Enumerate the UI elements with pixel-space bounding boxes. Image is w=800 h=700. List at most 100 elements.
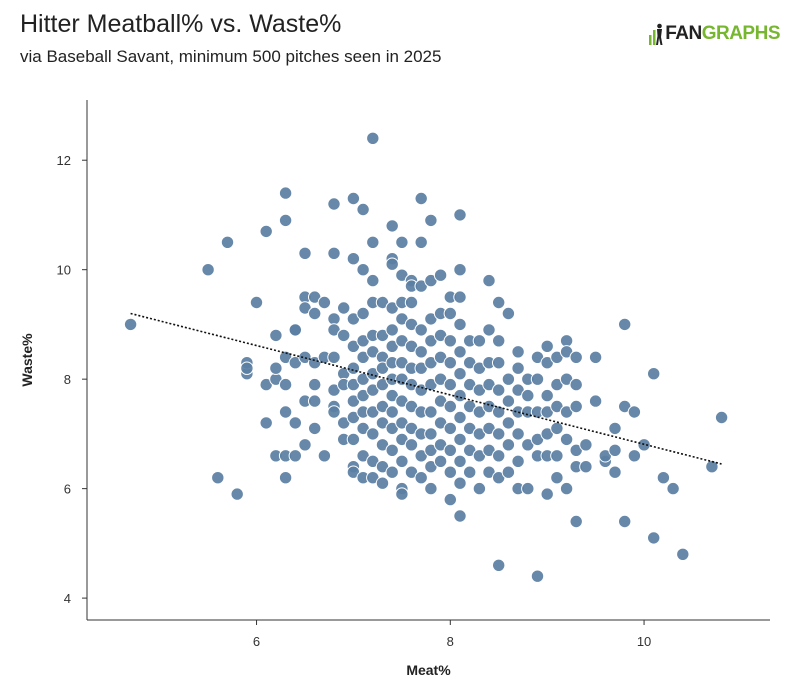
data-point: [269, 328, 283, 343]
data-point: [492, 449, 506, 463]
data-point: [453, 432, 467, 447]
data-point: [278, 471, 293, 485]
data-point: [317, 449, 332, 463]
data-point: [453, 454, 467, 468]
data-point: [395, 454, 409, 468]
data-point: [424, 213, 438, 228]
data-point: [569, 399, 583, 414]
data-point: [414, 235, 428, 250]
data-point: [511, 345, 525, 359]
data-point: [530, 372, 545, 386]
data-point: [627, 449, 642, 463]
data-point: [346, 432, 361, 447]
data-point: [395, 235, 409, 250]
data-point: [443, 377, 457, 392]
data-point: [443, 356, 457, 370]
logo-text-fan: FAN: [665, 23, 702, 44]
data-point: [424, 427, 438, 441]
data-point: [220, 235, 235, 250]
data-point: [530, 569, 545, 583]
data-point: [579, 438, 593, 452]
data-point: [550, 449, 564, 463]
data-point: [443, 334, 457, 348]
data-point: [521, 388, 535, 403]
fangraphs-logo: FANGRAPHS: [649, 20, 781, 48]
data-point: [375, 476, 390, 490]
data-point: [327, 405, 341, 419]
data-point: [656, 471, 671, 485]
data-point: [492, 334, 506, 348]
data-point: [395, 487, 409, 501]
data-point: [550, 421, 564, 436]
data-point: [501, 438, 516, 452]
data-point: [453, 290, 467, 304]
data-point: [356, 202, 370, 217]
data-point: [443, 443, 457, 457]
data-point: [414, 471, 428, 485]
data-point: [463, 465, 477, 479]
x-axis-title: Meat%: [406, 662, 451, 678]
data-point: [501, 372, 516, 386]
data-point: [618, 317, 632, 332]
data-point: [123, 317, 138, 332]
data-point: [443, 465, 457, 479]
data-point: [501, 394, 516, 408]
data-point: [540, 339, 554, 353]
y-tick-label: 4: [64, 591, 71, 606]
data-point: [433, 454, 448, 468]
data-point: [443, 421, 457, 436]
data-point: [288, 323, 302, 337]
data-point: [308, 306, 322, 321]
data-point: [540, 388, 554, 403]
data-point: [298, 246, 312, 261]
data-point: [579, 460, 593, 474]
data-point: [424, 481, 438, 496]
data-point: [482, 323, 496, 337]
data-point: [385, 323, 399, 337]
data-point: [453, 345, 467, 359]
data-point: [259, 416, 273, 430]
data-point: [492, 295, 506, 310]
data-point: [366, 273, 380, 288]
data-point: [550, 471, 564, 485]
data-point: [278, 377, 293, 392]
batter-logo-icon: [649, 23, 663, 45]
data-point: [608, 421, 622, 436]
data-point: [511, 454, 525, 468]
data-point: [637, 438, 651, 452]
data-point: [714, 410, 729, 425]
data-point: [492, 405, 506, 419]
data-point: [356, 306, 370, 321]
data-point: [249, 295, 264, 310]
data-point: [424, 405, 438, 419]
data-point: [666, 481, 680, 496]
data-point: [201, 263, 215, 277]
data-point: [356, 263, 370, 277]
data-point: [385, 443, 399, 457]
data-point: [501, 416, 516, 430]
data-point: [588, 350, 603, 364]
data-point: [366, 131, 380, 146]
data-point: [278, 186, 293, 200]
data-point: [559, 481, 574, 496]
data-point: [453, 263, 467, 277]
y-tick-label: 12: [57, 153, 71, 168]
data-point: [288, 416, 302, 430]
data-point: [608, 443, 622, 457]
data-point: [647, 531, 661, 545]
data-point: [269, 361, 283, 375]
data-point: [337, 328, 351, 343]
data-point: [453, 476, 467, 490]
data-point: [453, 367, 467, 381]
data-point: [453, 208, 467, 222]
data-point: [346, 191, 361, 206]
data-point: [569, 350, 583, 364]
data-point: [414, 345, 428, 359]
data-point: [240, 361, 254, 375]
y-ticks: 4 6 8 10 12: [57, 153, 87, 606]
data-point: [346, 252, 361, 266]
data-point: [559, 432, 574, 447]
data-point: [443, 306, 457, 321]
data-point: [308, 421, 322, 436]
